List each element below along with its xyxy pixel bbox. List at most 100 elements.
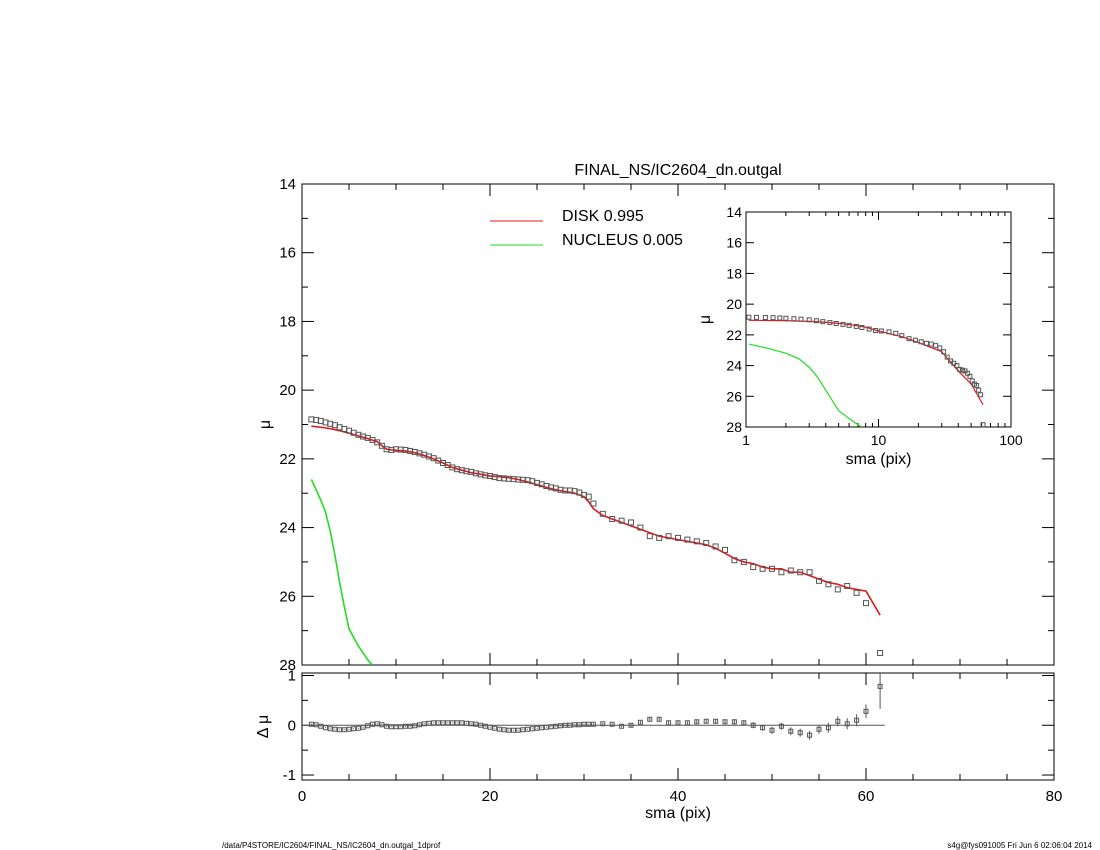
residual-data-point (379, 722, 385, 728)
residual-data-point (576, 722, 582, 728)
profile-data-point (599, 510, 606, 517)
residual-data-point (473, 721, 479, 727)
residual-data-point (525, 726, 531, 732)
profile-data-point (656, 534, 663, 541)
residual-data-point (487, 724, 493, 730)
residual-data-point (393, 724, 399, 730)
profile-data-point (863, 600, 869, 607)
residual-data-point (816, 726, 822, 732)
residual-data-point (323, 725, 328, 731)
inset-data-point (937, 345, 943, 351)
inset-data-point (791, 316, 797, 322)
inset-data-point (770, 315, 776, 321)
residual-data-point (844, 721, 850, 727)
residual-data-point (341, 727, 347, 733)
residual-data-point (388, 724, 394, 730)
inset-data-point (878, 328, 884, 334)
profile-data-point (712, 543, 719, 550)
inset-x-tick-label: 1 (742, 432, 750, 448)
disk-model-line (311, 425, 881, 616)
residual-data-point (454, 720, 460, 726)
inset-data-point (923, 340, 929, 346)
inset-data-point (959, 367, 965, 373)
inset-data-point (798, 316, 804, 322)
profile-data-point (740, 558, 747, 565)
residual-data-point (600, 721, 606, 727)
main-y-axis-title: μ (257, 420, 274, 429)
inset-data-point (976, 387, 982, 393)
residual-data-point (407, 723, 413, 729)
profile-data-point (646, 533, 653, 540)
inset-data-point (762, 315, 768, 320)
inset-background (701, 200, 1026, 465)
residual-data-point (572, 722, 578, 728)
inset-x-axis-title: sma (pix) (846, 451, 912, 468)
inset-data-point (846, 322, 852, 328)
residual-data-point (877, 683, 883, 689)
inset-data-point (746, 314, 752, 320)
inset-y-tick-label: 24 (726, 358, 742, 374)
residual-data-point (713, 718, 719, 724)
inset-data-point (957, 366, 963, 372)
profile-data-point (853, 589, 860, 596)
residual-data-point (562, 722, 568, 728)
residual-data-point (750, 722, 756, 728)
profile-data-point (585, 493, 592, 500)
profile-data-point (787, 567, 794, 574)
inset-data-point (783, 315, 789, 321)
main-y-tick-label: 18 (279, 313, 296, 330)
residual-data-point (694, 719, 700, 725)
residual-data-point (520, 727, 526, 733)
residual-data-point (760, 725, 766, 731)
residual-data-point (384, 723, 390, 729)
residual-data-point (529, 726, 535, 732)
residual-data-point (539, 725, 545, 731)
residual-data-point (553, 723, 559, 729)
profile-data-point (722, 546, 728, 553)
residual-data-point (501, 727, 507, 733)
residual-data-point (731, 719, 737, 725)
residual-data-point (327, 726, 333, 732)
profile-data-point (378, 442, 385, 449)
residual-frame (301, 672, 1055, 781)
residual-data-point (515, 727, 521, 733)
residual-data-point (337, 727, 343, 733)
residual-data-point (440, 720, 446, 726)
inset-data-point (813, 318, 819, 324)
main-plot-area (310, 425, 881, 665)
x-tick-label: 60 (858, 788, 875, 805)
profile-data-point (590, 500, 597, 507)
nucleus-model-line (310, 479, 374, 665)
residual-data-point (548, 724, 554, 730)
main-y-tick-label: 24 (279, 520, 296, 537)
residual-data-point (496, 726, 502, 732)
profile-data-point (769, 565, 775, 572)
residual-data-point (370, 721, 375, 727)
residual-data-point (558, 723, 563, 729)
residual-data-point (797, 730, 803, 736)
inset-y-tick-label: 16 (726, 235, 742, 251)
residual-data-point (464, 720, 469, 726)
profile-data-point (844, 582, 851, 589)
inset-data-point (827, 320, 833, 326)
profile-data-point (628, 519, 634, 526)
inset-data-point (906, 336, 912, 342)
inset-data-point (978, 392, 984, 398)
inset-data-point (941, 349, 947, 355)
inset-data-point (899, 333, 905, 339)
residual-data-point (854, 717, 860, 723)
profile-data-point (637, 524, 644, 531)
inset-data-point (893, 330, 899, 336)
inset-x-tick-label: 10 (871, 432, 887, 448)
x-axis-title: sma (pix) (645, 805, 711, 822)
inset-data-point (820, 319, 826, 325)
main-y-tick-label: 14 (279, 176, 296, 193)
main-profile-panel: FINAL_NS/IC2604_dn.outgal μ 14 16 18 20 22 24 26… (257, 162, 1055, 674)
inset-data-point (777, 315, 783, 321)
inset-data-point (918, 339, 924, 345)
residual-data-point (675, 720, 681, 726)
residual-data-point (431, 720, 437, 726)
residual-data-point (619, 723, 625, 729)
inset-y-tick-label: 14 (726, 204, 742, 220)
